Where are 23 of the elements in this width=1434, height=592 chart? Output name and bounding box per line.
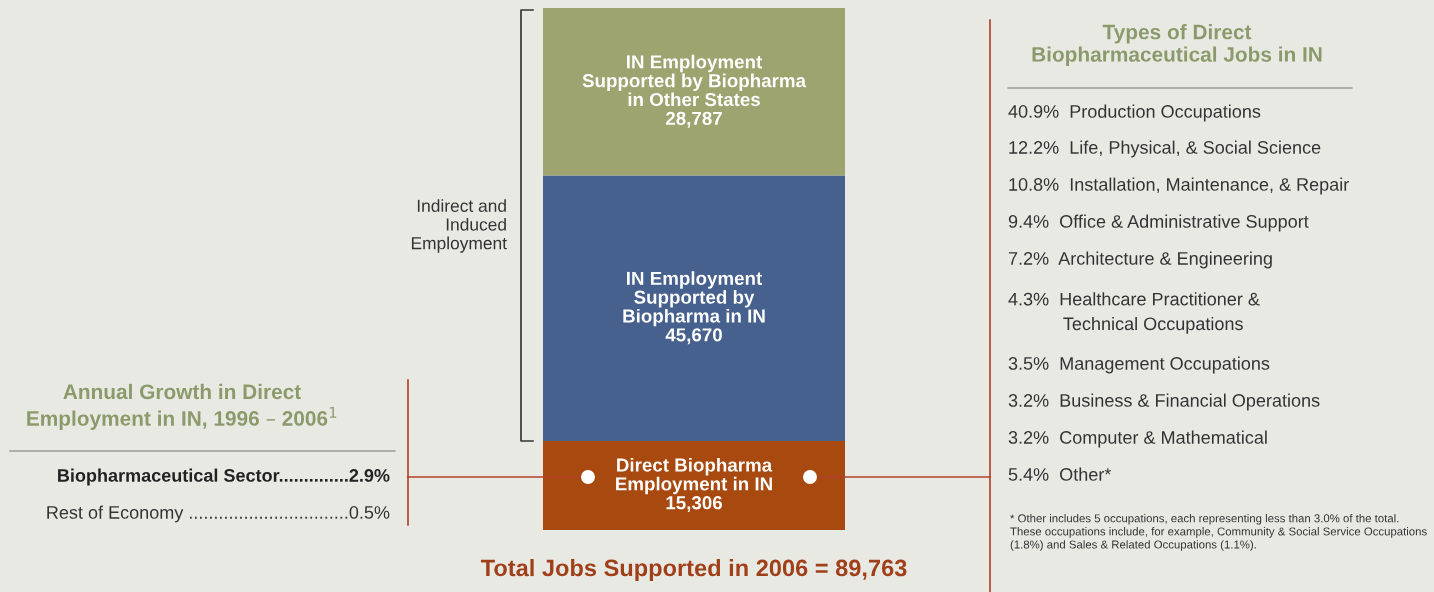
- text: Annual Growth in Direct Employment in IN, 1996 – 2006$^{1}$: [27, 383, 337, 430]
- text: 40.9% Production Occupations: [1008, 104, 1261, 122]
- series-label: Direct Biopharma Employment in IN: [616, 457, 773, 495]
- text: Biopharmaceutical Sector..............2.9%: [58, 468, 390, 486]
- text: 7.2% Architecture & Engineering: [1008, 251, 1272, 269]
- text: Rest of Economy ................................0.5%: [47, 505, 390, 523]
- text: 9.4% Office & Administrative Support: [1008, 214, 1309, 232]
- data-label: 15,306: [666, 496, 722, 513]
- text: 12.2% Life, Physical, & Social Science: [1009, 140, 1321, 158]
- text: 3.5% Management Occupations: [1008, 356, 1270, 374]
- series-label: IN Employment Supported by Biopharma in Other States: [582, 54, 807, 107]
- text: * Other includes 5 occupations, each representing less than 3.0% of the total. These occupations include, for example, Community & Social Service Occupations (1.8%) and Sales & Related Occupations (1.1%).: [1010, 514, 1427, 551]
- series-label: IN Employment Supported by Biopharma in IN: [623, 271, 765, 327]
- text: 5.4% Other*: [1008, 467, 1112, 481]
- data-label: 45,670: [665, 328, 722, 345]
- text: 4.3% Healthcare Practitioner & Technical Occupations: [1008, 292, 1260, 334]
- text: Total Jobs Supported in 2006 = 89,763: [480, 558, 907, 582]
- text: Indirect and Induced Employment: [411, 199, 507, 253]
- data-label: 28,787: [665, 111, 722, 128]
- text: 3.2% Computer & Mathematical: [1008, 430, 1267, 448]
- text: Types of Direct Biopharmaceutical Jobs in IN: [1032, 24, 1322, 66]
- text: 10.8% Installation, Maintenance, & Repair: [1009, 177, 1349, 195]
- text: 3.2% Business & Financial Operations: [1008, 393, 1320, 411]
